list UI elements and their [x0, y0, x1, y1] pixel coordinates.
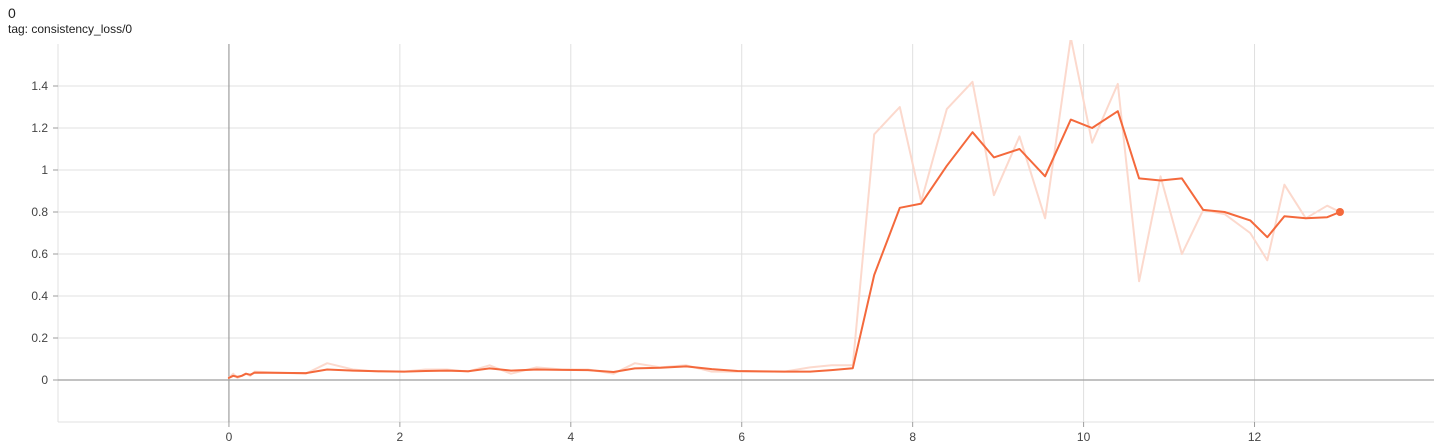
y-tick-label: 0.8 [31, 205, 48, 219]
zero-axes [58, 44, 1434, 422]
x-tick-label: 6 [738, 430, 745, 444]
tag-line: tag: consistency_loss/0 [8, 22, 132, 36]
x-tick-label: 4 [567, 430, 574, 444]
tag-prefix: tag: [8, 22, 32, 36]
series-lines [227, 40, 1341, 379]
y-tick-label: 1.2 [31, 121, 48, 135]
y-axis-ticks: 0 0.2 0.4 0.6 0.8 1 1.2 1.4 [31, 79, 58, 387]
grid-lines [57, 44, 1434, 423]
y-tick-label: 1.4 [31, 79, 48, 93]
x-tick-label: 8 [909, 430, 916, 444]
series-end-point [1335, 208, 1344, 216]
y-tick-label: 1 [41, 163, 48, 177]
chart-header: 0 tag: consistency_loss/0 [8, 4, 132, 36]
y-tick-label: 0.4 [31, 289, 48, 303]
x-tick-label: 2 [397, 430, 404, 444]
y-tick-label: 0.2 [31, 331, 48, 345]
run-title: 0 [8, 5, 16, 21]
x-tick-label: 12 [1248, 430, 1262, 444]
x-tick-label: 10 [1077, 430, 1091, 444]
smoothed-series-line [227, 110, 1341, 379]
x-tick-label: 0 [226, 430, 233, 444]
tag-name: consistency_loss/0 [31, 22, 133, 36]
y-tick-label: 0 [41, 373, 48, 387]
data-points [1335, 208, 1344, 216]
x-axis-ticks: 0 2 4 6 8 10 12 [226, 422, 1262, 444]
raw-series-line [227, 40, 1341, 379]
y-tick-label: 0.6 [31, 247, 48, 261]
